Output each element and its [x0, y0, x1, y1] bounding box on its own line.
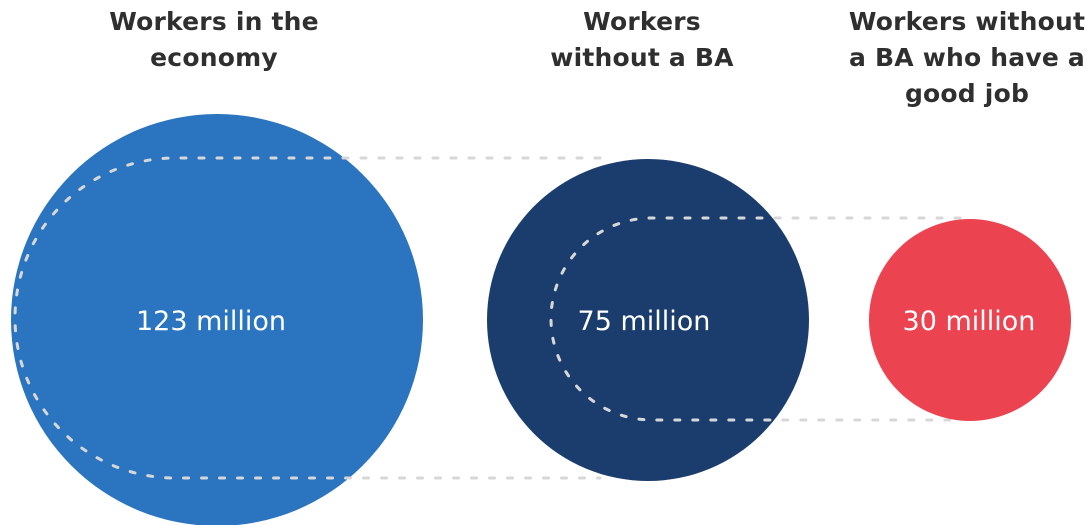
heading-workers-in-economy: Workers in the economy: [88, 4, 340, 76]
bubble-label-123: 123 million: [136, 306, 286, 337]
heading-line: Workers without: [848, 7, 1086, 36]
bubble-workers-in-economy: [11, 114, 423, 525]
heading-line: Workers: [583, 7, 701, 36]
bubble-workers-without-ba: [487, 159, 809, 481]
bubble-label-30: 30 million: [903, 306, 1036, 337]
heading-line: without a BA: [550, 43, 734, 72]
heading-line: a BA who have a: [849, 43, 1085, 72]
heading-workers-good-job: Workers without a BA who have a good job: [848, 4, 1086, 112]
heading-line: good job: [904, 79, 1030, 108]
heading-workers-without-ba: Workers without a BA: [520, 4, 764, 76]
bubble-label-75: 75 million: [578, 306, 711, 337]
heading-line: Workers in the: [109, 7, 319, 36]
heading-line: economy: [150, 43, 278, 72]
bubble-workers-good-job: [869, 219, 1071, 421]
